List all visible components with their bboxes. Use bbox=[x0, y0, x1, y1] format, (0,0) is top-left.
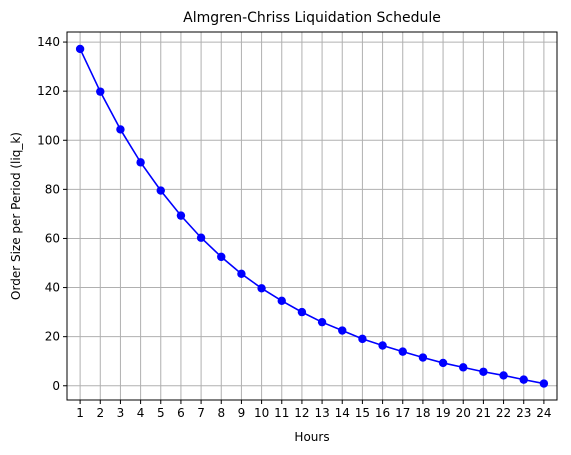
x-tick-label: 16 bbox=[375, 406, 390, 420]
data-point bbox=[459, 363, 468, 372]
data-point bbox=[75, 44, 85, 54]
x-tick-label: 20 bbox=[456, 406, 471, 420]
data-point bbox=[297, 307, 307, 317]
y-tick-label: 0 bbox=[52, 379, 60, 393]
x-tick-label: 21 bbox=[476, 406, 491, 420]
y-tick-label: 60 bbox=[45, 231, 60, 245]
y-axis-label: Order Size per Period (liq_k) bbox=[9, 132, 23, 300]
x-tick-label: 2 bbox=[96, 406, 104, 420]
x-tick-label: 4 bbox=[137, 406, 145, 420]
data-point bbox=[317, 317, 327, 327]
data-point bbox=[338, 326, 347, 335]
data-point bbox=[156, 186, 165, 195]
x-tick-label: 1 bbox=[76, 406, 84, 420]
x-tick-label: 7 bbox=[197, 406, 205, 420]
x-tick-label: 14 bbox=[335, 406, 350, 420]
series bbox=[75, 44, 549, 388]
x-tick-label: 23 bbox=[516, 406, 531, 420]
x-tick-label: 22 bbox=[496, 406, 511, 420]
data-point bbox=[96, 87, 105, 96]
data-point bbox=[519, 375, 528, 384]
x-tick-label: 17 bbox=[395, 406, 410, 420]
data-point bbox=[438, 358, 448, 368]
y-tick-label: 100 bbox=[37, 133, 60, 147]
data-point bbox=[479, 367, 488, 376]
x-tick-label: 13 bbox=[314, 406, 329, 420]
axis-ticks: 1 2 3 4 5 6 7 8 9 10 11 12 13 14 15 16 17 18 19 20 21 22 23 240… bbox=[37, 35, 551, 420]
data-point bbox=[378, 341, 387, 350]
data-point bbox=[217, 252, 226, 262]
x-tick-label: 24 bbox=[536, 406, 551, 420]
data-point bbox=[116, 125, 125, 134]
y-tick-label: 40 bbox=[45, 281, 60, 295]
x-tick-label: 10 bbox=[254, 406, 269, 420]
x-tick-label: 11 bbox=[274, 406, 289, 420]
x-tick-label: 6 bbox=[177, 406, 185, 420]
y-tick-label: 80 bbox=[45, 182, 60, 196]
y-tick-label: 140 bbox=[37, 35, 60, 49]
x-tick-label: 9 bbox=[238, 406, 246, 420]
data-point bbox=[136, 158, 145, 167]
data-point bbox=[358, 334, 367, 344]
x-tick-label: 19 bbox=[435, 406, 450, 420]
y-tick-label: 20 bbox=[45, 330, 60, 344]
x-tick-label: 8 bbox=[217, 406, 225, 420]
data-point bbox=[418, 353, 428, 362]
data-point bbox=[499, 371, 508, 380]
data-point bbox=[176, 211, 186, 220]
x-tick-label: 3 bbox=[117, 406, 125, 420]
data-point bbox=[257, 284, 266, 293]
plot-frame bbox=[66, 31, 558, 401]
x-tick-label: 18 bbox=[415, 406, 430, 420]
data-point bbox=[196, 233, 206, 242]
y-tick-label: 120 bbox=[37, 84, 60, 98]
chart-title: Almgren-Chriss Liquidation Schedule bbox=[183, 10, 441, 26]
data-point bbox=[277, 296, 286, 306]
x-tick-label: 15 bbox=[355, 406, 370, 420]
data-point bbox=[539, 379, 549, 388]
x-axis-label: Hours bbox=[294, 430, 329, 444]
data-point bbox=[237, 269, 246, 279]
data-point bbox=[398, 347, 407, 356]
x-tick-label: 5 bbox=[157, 406, 165, 420]
grid bbox=[67, 32, 557, 400]
x-tick-label: 12 bbox=[294, 406, 309, 420]
